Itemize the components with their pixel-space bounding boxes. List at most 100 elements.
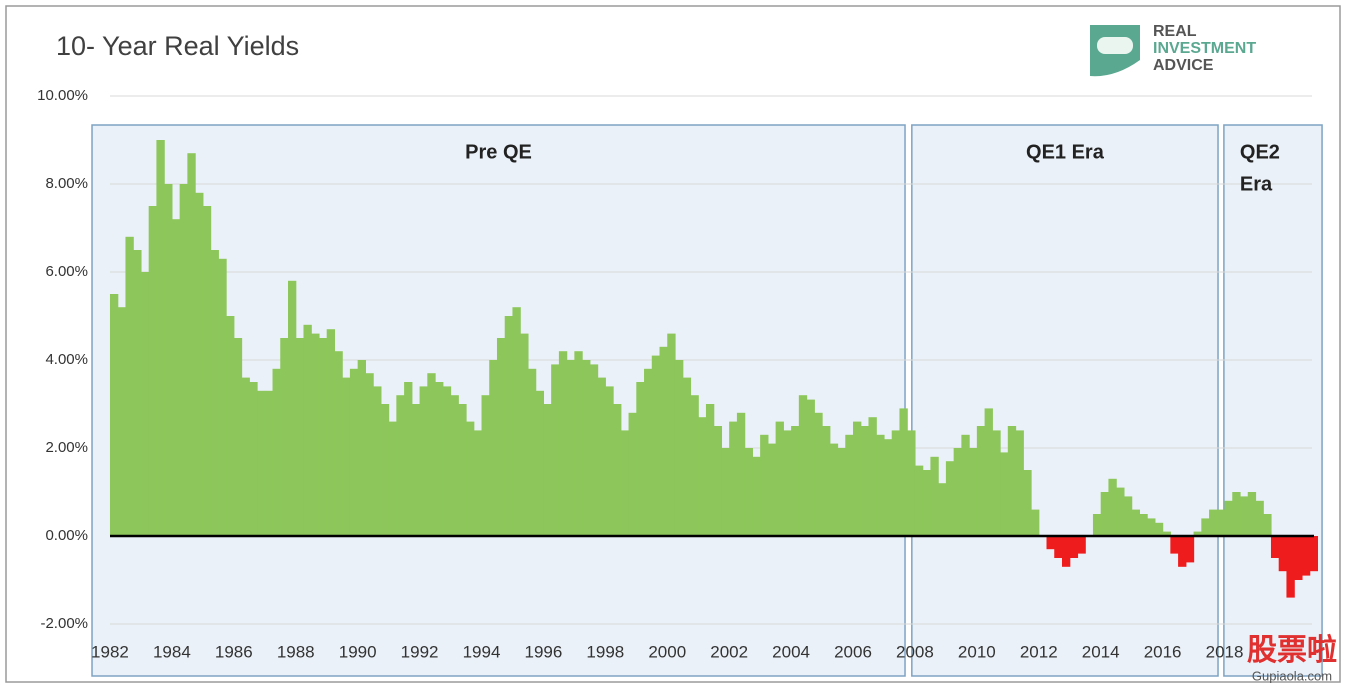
bar	[760, 434, 769, 536]
bar	[837, 448, 846, 536]
bar	[791, 426, 800, 536]
x-tick-label: 2000	[648, 642, 686, 661]
bar	[241, 377, 250, 536]
bar	[202, 206, 212, 536]
bar	[713, 426, 723, 536]
y-tick-label: -2.00%	[40, 615, 88, 632]
bar	[605, 386, 614, 536]
bar	[1309, 536, 1319, 572]
bar	[504, 316, 514, 536]
bar	[860, 426, 870, 536]
bar	[891, 430, 901, 536]
bar	[156, 140, 165, 536]
bar	[814, 412, 823, 536]
bar	[853, 421, 862, 536]
bar	[411, 404, 421, 536]
bar	[272, 368, 281, 536]
bar	[365, 373, 374, 536]
x-tick-label: 1998	[586, 642, 624, 661]
x-tick-label: 1986	[215, 642, 253, 661]
bar	[876, 434, 885, 536]
bar	[404, 382, 413, 536]
bar	[435, 382, 444, 536]
bar	[914, 465, 924, 536]
bar	[187, 153, 196, 536]
bar	[674, 360, 684, 536]
bar	[349, 368, 359, 536]
bar	[976, 426, 986, 536]
bar	[582, 360, 591, 536]
bar	[945, 461, 955, 536]
bar	[883, 439, 893, 536]
bar	[1224, 500, 1233, 536]
bar	[125, 236, 134, 537]
bar	[868, 417, 877, 536]
bar	[589, 364, 599, 536]
bar	[1294, 536, 1303, 580]
bar	[233, 338, 243, 536]
bar	[1270, 536, 1280, 558]
bar	[1123, 496, 1133, 536]
bar	[1092, 514, 1102, 536]
bar	[303, 324, 312, 536]
x-tick-label: 1982	[91, 642, 129, 661]
bar	[1247, 492, 1257, 536]
bar	[489, 360, 498, 536]
bar	[992, 430, 1001, 536]
x-tick-label: 1994	[463, 642, 501, 661]
region-label: QE2	[1240, 141, 1280, 163]
bar	[628, 412, 637, 536]
bar	[752, 456, 761, 536]
bar	[682, 377, 692, 536]
bar	[527, 368, 537, 536]
bar	[806, 399, 815, 536]
logo: REAL INVESTMENT ADVICE	[1090, 23, 1256, 77]
x-tick-label: 2004	[772, 642, 810, 661]
bar	[1286, 536, 1295, 598]
bar	[744, 448, 753, 536]
bar	[984, 408, 993, 536]
bar	[767, 443, 777, 536]
bar	[1046, 536, 1055, 550]
bar	[280, 338, 289, 536]
bar	[1147, 518, 1156, 536]
bar	[620, 430, 630, 536]
watermark: 股票啦	[1247, 633, 1337, 667]
bar	[690, 395, 699, 536]
x-tick-label: 2018	[1206, 642, 1244, 661]
bar	[1255, 500, 1264, 536]
bar	[907, 430, 916, 536]
bar	[1061, 536, 1071, 567]
x-tick-label: 1984	[153, 642, 191, 661]
bar	[1301, 536, 1311, 576]
x-tick-label: 2002	[710, 642, 748, 661]
bar	[117, 307, 127, 536]
bar	[705, 404, 715, 536]
bar	[473, 430, 483, 536]
bar	[1007, 426, 1017, 536]
bar	[218, 258, 227, 536]
bar	[1031, 509, 1040, 536]
bar	[520, 333, 529, 536]
region-label: Pre QE	[465, 141, 532, 163]
x-tick-label: 1996	[524, 642, 562, 661]
logo-text: INVESTMENT	[1153, 40, 1256, 57]
bar	[1154, 522, 1164, 536]
bar	[969, 448, 978, 536]
bar	[644, 368, 653, 536]
bar	[1139, 514, 1148, 536]
bar	[164, 184, 173, 536]
y-tick-label: 2.00%	[45, 439, 88, 456]
bar	[543, 404, 552, 536]
bar	[1116, 487, 1125, 536]
y-tick-label: 6.00%	[45, 263, 88, 280]
bar	[574, 351, 583, 536]
bar	[822, 426, 831, 536]
x-tick-label: 2012	[1020, 642, 1058, 661]
logo-bubble	[1097, 37, 1133, 54]
y-tick-label: 4.00%	[45, 351, 88, 368]
bar	[496, 338, 506, 536]
bar	[1193, 531, 1202, 536]
bar	[512, 307, 521, 536]
